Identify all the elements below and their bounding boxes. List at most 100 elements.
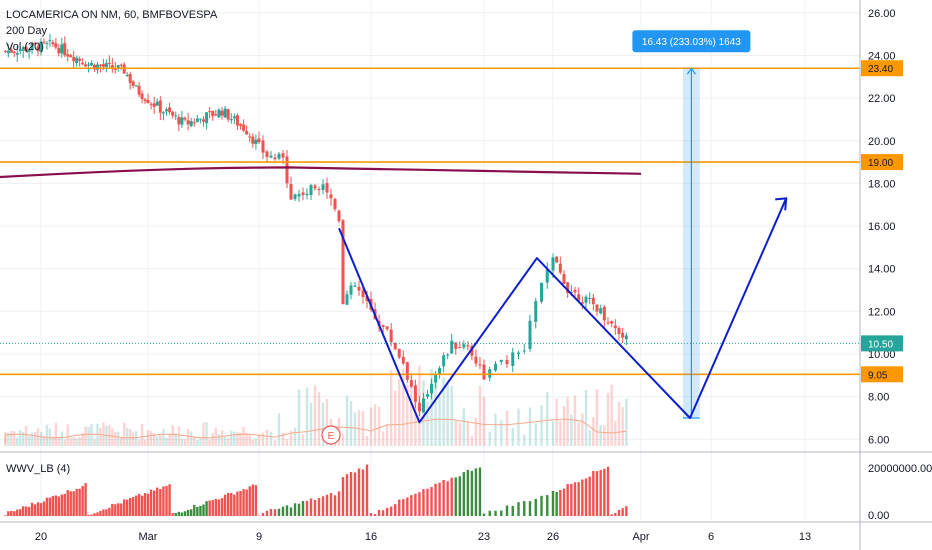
symbol-legend[interactable]: LOCAMERICA ON NM, 60, BMFBOVESPA (6, 9, 218, 21)
candle-body (277, 153, 281, 159)
candle-body (12, 51, 16, 53)
volume-bar (189, 431, 193, 446)
price-badge-label: 9.05 (868, 370, 888, 381)
volume-bar (341, 433, 345, 446)
candle-body (119, 64, 123, 66)
oscillator-bar (99, 510, 102, 516)
volume-bar (248, 434, 251, 446)
volume-bar (211, 433, 214, 446)
oscillator-bar (254, 485, 258, 516)
volume-bar (39, 432, 43, 446)
volume-bar (273, 439, 277, 446)
oscillator-bar (149, 489, 153, 516)
candle-body (33, 42, 37, 45)
candle-body (245, 130, 249, 135)
oscillator-bar (414, 493, 417, 516)
candle-body (211, 110, 215, 117)
oscillator-bar (599, 469, 602, 516)
oscillator-bar (87, 514, 90, 516)
candle-body (87, 64, 91, 66)
candle-body (189, 121, 193, 127)
candle-body (149, 103, 153, 105)
candle-body (232, 116, 236, 119)
oscillator-bar (317, 498, 321, 516)
volume-bar (599, 425, 602, 446)
volume-bar (377, 406, 381, 446)
time-tick-label: 26 (547, 531, 559, 543)
volume-bar (345, 395, 349, 446)
volume-bar (373, 404, 377, 446)
volume-bar (131, 432, 135, 446)
oscillator-bar (595, 471, 599, 516)
volume-bar (33, 431, 37, 446)
oscillator-bar (566, 483, 569, 516)
ma-200-line (0, 166, 642, 179)
oscillator-bar (27, 506, 31, 516)
candle-body (389, 329, 393, 343)
candle-body (81, 62, 85, 65)
oscillator-bar (75, 488, 78, 516)
candles (3, 33, 628, 417)
pattern-arrowhead (775, 197, 788, 211)
oscillator-bar (33, 504, 37, 516)
oscillator-bar (186, 509, 190, 516)
volume-bar (27, 435, 31, 446)
candle-body (610, 321, 614, 324)
volume-legend[interactable]: Vol (20) (6, 41, 44, 53)
volume-bar (517, 408, 520, 446)
oscillator-bar (54, 495, 58, 516)
candle-body (75, 57, 79, 64)
volume-bar (573, 395, 577, 446)
volume-bar (7, 432, 10, 446)
oscillator-bar (208, 500, 211, 516)
candle-body (21, 46, 25, 51)
candle-body (214, 114, 218, 116)
candle-body (39, 41, 43, 52)
oscillator-bar (402, 499, 405, 516)
volume-bar (610, 384, 613, 446)
oscillator-bar (289, 507, 293, 516)
oscillator-bar (528, 501, 532, 516)
volume-bar (269, 431, 273, 446)
candle-body (78, 58, 82, 61)
candle-body (337, 210, 341, 222)
candle-body (229, 119, 233, 121)
oscillator-bar (146, 493, 150, 516)
volume-bar (438, 396, 441, 446)
volume-bar (289, 430, 293, 446)
volume-bar (171, 425, 174, 446)
oscillator-bar (265, 510, 269, 516)
volume-bar (313, 385, 317, 446)
volume-bar (422, 380, 425, 446)
volume-bar (321, 402, 325, 446)
oscillator-bar (152, 490, 156, 516)
measure-tool: 16.43 (233.03%) 1643 (632, 30, 751, 419)
oscillator-bar (357, 468, 361, 516)
candle-body (57, 48, 61, 54)
oscillator-bar (162, 486, 165, 516)
ma-legend[interactable]: 200 Day (6, 25, 47, 37)
price-badge-label: 19.00 (868, 158, 893, 169)
volume-bar (226, 438, 230, 446)
oscillator-bar (369, 513, 373, 516)
oscillator-legend[interactable]: WWV_LB (4) (6, 463, 71, 475)
oscillator-bar (114, 504, 117, 516)
oscillator-bar (321, 496, 325, 516)
oscillator-bar (381, 510, 385, 516)
volume-bar (123, 422, 126, 446)
volume-bar (10, 431, 13, 446)
oscillator-bar (540, 495, 543, 516)
pattern-path (338, 197, 788, 424)
oscillator-bar (505, 505, 509, 516)
candle-body (168, 107, 172, 113)
candle-body (499, 359, 503, 362)
candle-body (125, 75, 129, 77)
time-tick-label: 20 (35, 531, 47, 543)
volume-bar (505, 410, 509, 446)
oscillator-bar (261, 513, 265, 516)
candle-body (51, 42, 55, 45)
candle-body (482, 364, 486, 380)
candle-body (305, 193, 309, 196)
volume-bars: E (4, 365, 628, 446)
grid (0, 0, 860, 520)
